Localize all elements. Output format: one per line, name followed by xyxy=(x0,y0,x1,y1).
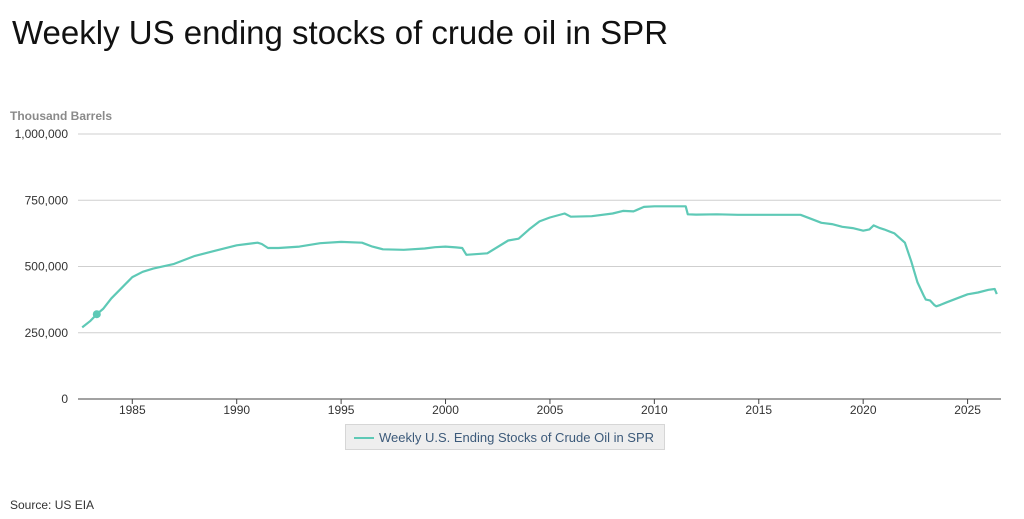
legend-series-label: Weekly U.S. Ending Stocks of Crude Oil i… xyxy=(379,430,655,445)
x-tick-label: 2005 xyxy=(537,403,564,417)
y-tick-label: 500,000 xyxy=(25,260,69,274)
y-axis-ticks: 0 250,000 500,000 750,000 1,000,000 xyxy=(15,127,69,406)
data-point-marker[interactable] xyxy=(92,310,101,319)
y-axis-label: Thousand Barrels xyxy=(10,109,112,123)
x-tick-label: 2015 xyxy=(745,403,772,417)
x-tick-label: 2000 xyxy=(432,403,459,417)
page-title: Weekly US ending stocks of crude oil in … xyxy=(12,14,669,51)
x-axis-ticks: 1985 1990 1995 2000 2005 2010 2015 2020 2025 xyxy=(119,399,981,417)
x-tick-label: 2020 xyxy=(850,403,877,417)
y-tick-label: 750,000 xyxy=(25,193,69,207)
source-note: Source: US EIA xyxy=(10,498,95,512)
x-tick-label: 1995 xyxy=(328,403,355,417)
x-tick-label: 1985 xyxy=(119,403,146,417)
grid-lines xyxy=(78,133,1001,400)
x-tick-label: 2010 xyxy=(641,403,668,417)
series-group xyxy=(81,205,998,329)
legend[interactable]: Weekly U.S. Ending Stocks of Crude Oil i… xyxy=(345,424,665,450)
y-tick-label: 1,000,000 xyxy=(15,127,69,141)
y-tick-label: 0 xyxy=(61,392,68,406)
x-tick-label: 2025 xyxy=(954,403,981,417)
legend-series-swatch xyxy=(354,437,374,439)
series-line[interactable] xyxy=(81,205,998,329)
y-tick-label: 250,000 xyxy=(25,326,69,340)
x-tick-label: 1990 xyxy=(223,403,250,417)
